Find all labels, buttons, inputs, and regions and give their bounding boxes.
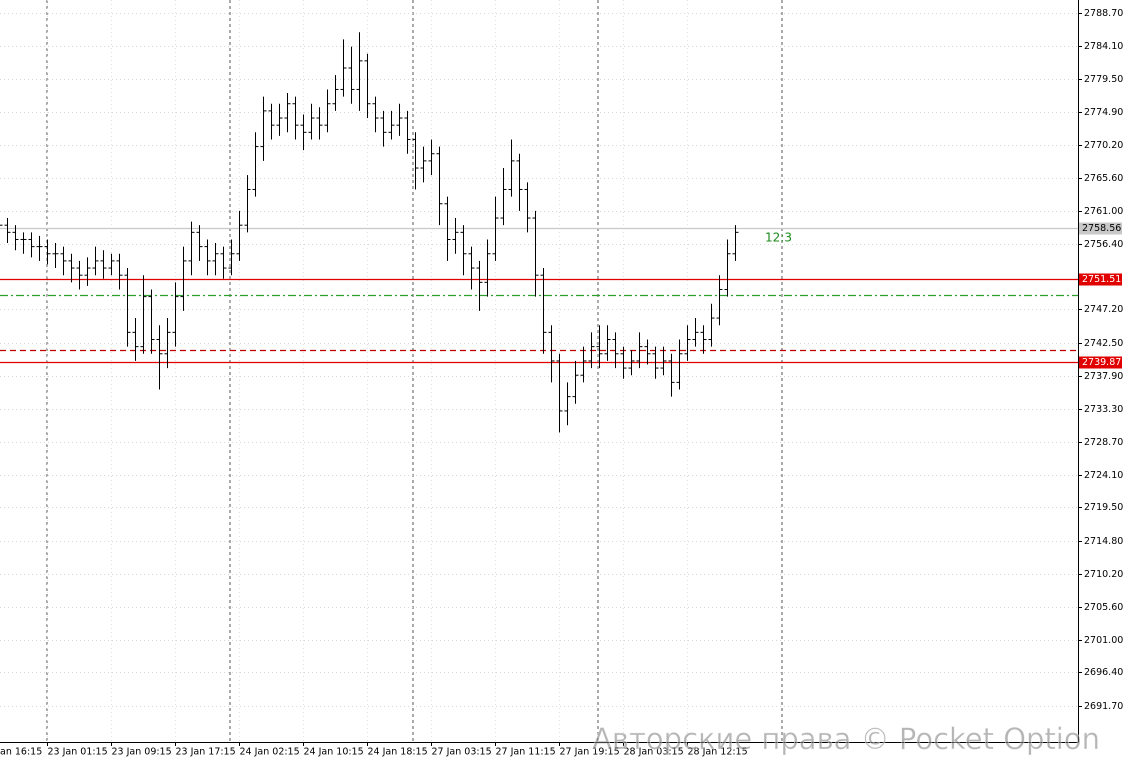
y-tick-label: 2691.70 [1084,701,1123,712]
x-tick-label: 24 Jan 10:15 [304,747,364,758]
y-tick-label: 2714.80 [1084,536,1123,547]
y-tick-label: 2747.20 [1084,304,1123,315]
y-tick-label: 2784.10 [1084,41,1123,52]
y-tick-label: 2728.70 [1084,437,1123,448]
y-tick-label: 2788.70 [1084,8,1123,19]
price-tag-label: 2758.56 [1082,223,1121,234]
x-tick-label: 23 Jan 17:15 [176,747,236,758]
y-tick-label: 2779.50 [1084,74,1123,85]
y-tick-label: 2770.20 [1084,140,1123,151]
y-tick-label: 2701.00 [1084,635,1123,646]
x-tick-label: 27 Jan 03:15 [432,747,492,758]
price-tag [1079,356,1122,369]
x-tick-label: 24 Jan 18:15 [368,747,428,758]
price-tag [1079,222,1122,235]
y-tick-label: 2774.90 [1084,107,1123,118]
price-tag-label: 2739.87 [1082,357,1121,368]
x-tick-label: 28 Jan 03:15 [624,747,684,758]
timer: 12:3 [765,231,792,245]
y-tick-label: 2756.40 [1084,239,1123,250]
y-tick-label: 2765.60 [1084,173,1123,184]
y-tick-label: 2719.50 [1084,502,1123,513]
y-tick-label: 2742.50 [1084,338,1123,349]
x-tick-label: 23 Jan 01:15 [48,747,108,758]
y-tick-label: 2724.10 [1084,470,1123,481]
x-tick-label: 23 Jan 09:15 [112,747,172,758]
y-tick-label: 2710.20 [1084,569,1123,580]
y-tick-label: 2737.90 [1084,371,1123,382]
x-tick-label: an 16:15 [0,747,42,758]
y-tick-label: 2696.40 [1084,667,1123,678]
x-tick-label: 24 Jan 02:15 [240,747,300,758]
watermark: Авторские права © Pocket Option [592,722,1100,756]
x-tick-label: 27 Jan 11:15 [496,747,556,758]
y-tick-label: 2733.30 [1084,404,1123,415]
price-tag-label: 2751.51 [1082,274,1121,285]
y-tick-label: 2705.60 [1084,602,1123,613]
x-tick-label: 28 Jan 12:15 [688,747,748,758]
y-tick-label: 2761.00 [1084,206,1123,217]
x-tick-label: 27 Jan 19:15 [560,747,620,758]
session-separators [46,0,783,742]
price-tag [1079,273,1122,286]
